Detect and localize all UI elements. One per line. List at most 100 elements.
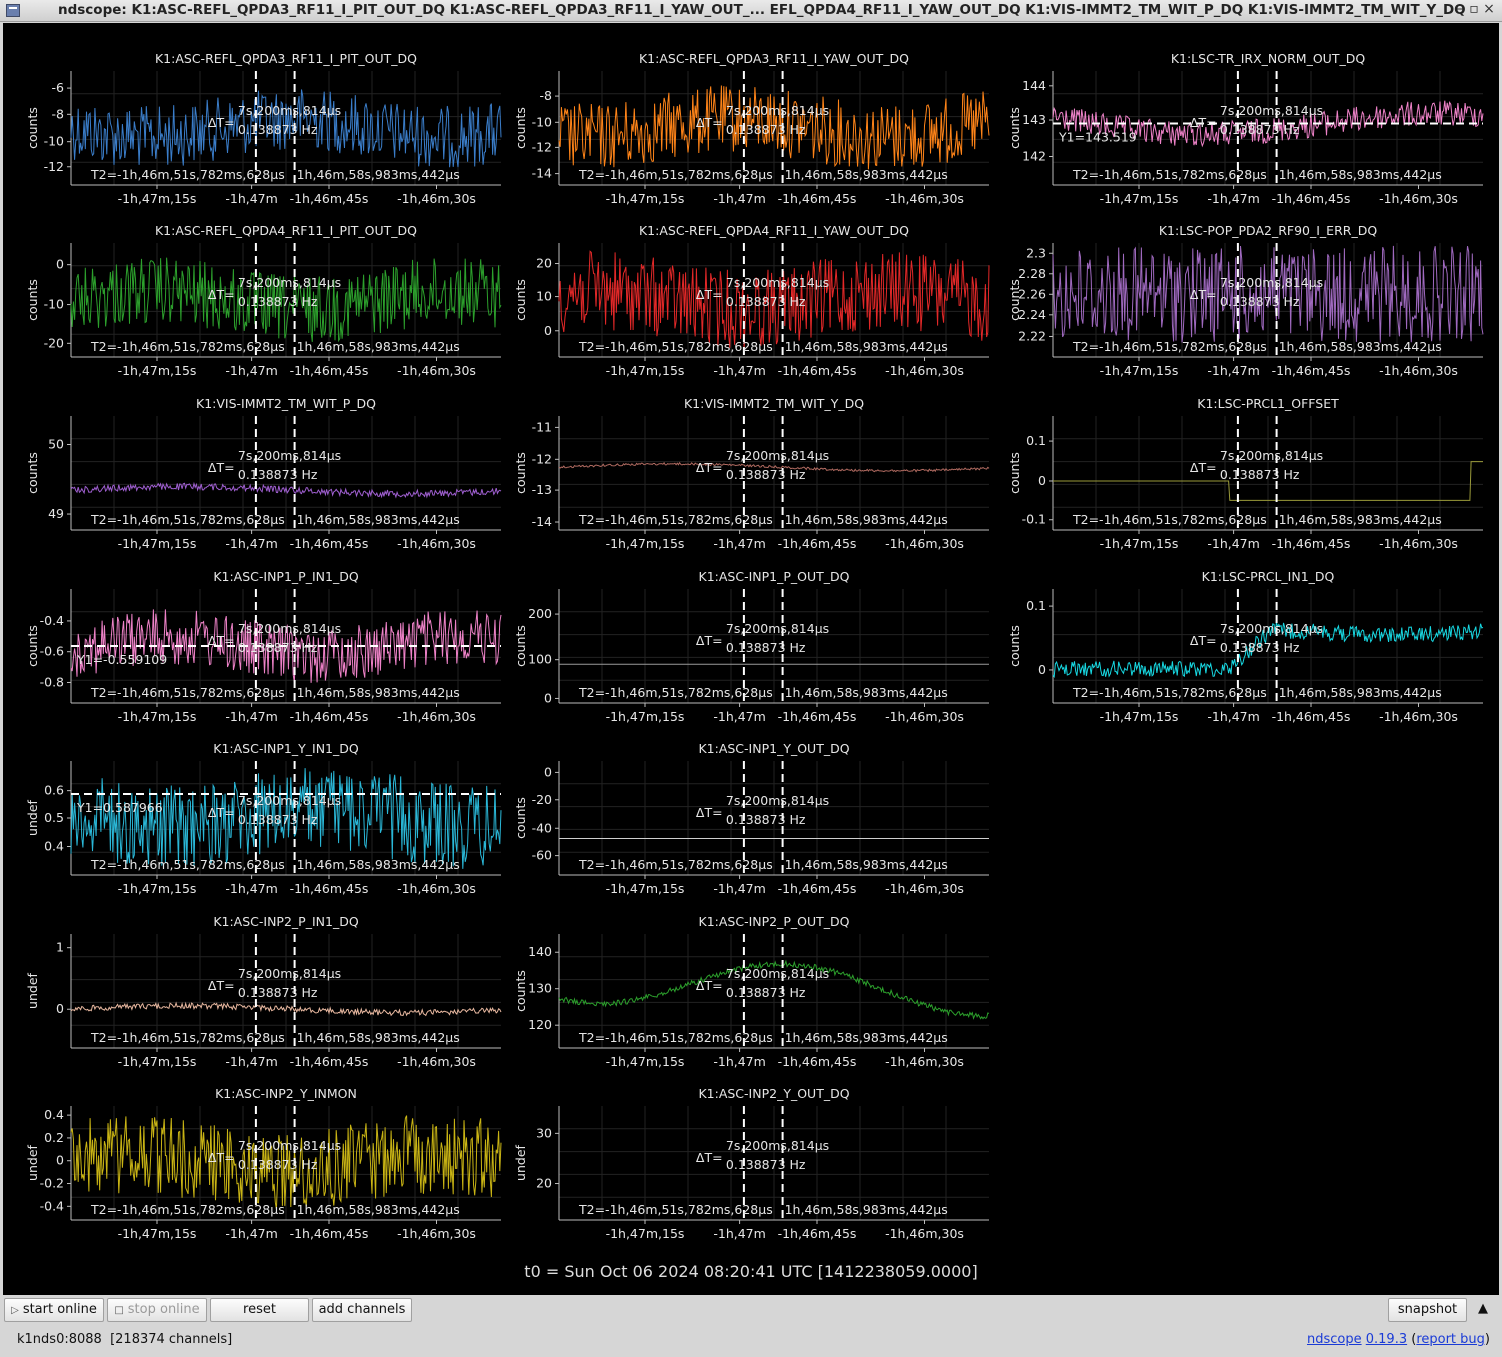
t2-readout: T2=-1h,46m,51s,782ms,628µs bbox=[90, 167, 285, 182]
x-tick-label: -1h,47m,15s bbox=[118, 881, 197, 896]
x-tick-label: -1h,47m,15s bbox=[118, 1226, 197, 1241]
y-tick-label: -14 bbox=[532, 514, 552, 529]
delta-label: ΔT= bbox=[1190, 287, 1217, 302]
y-tick-label: 0.1 bbox=[1026, 598, 1046, 613]
y-tick-label: -12 bbox=[44, 159, 64, 174]
y-tick-label: 0.5 bbox=[44, 810, 64, 825]
t2-readout: T2=-1h,46m,51s,782ms,628µs bbox=[90, 857, 285, 872]
y-tick-label: 20 bbox=[536, 1176, 552, 1191]
minimize-button[interactable]: – bbox=[1456, 1, 1464, 17]
delta-time: 7s,200ms,814µs bbox=[1220, 103, 1323, 118]
x-tick-label: -1h,46m,30s bbox=[1379, 709, 1458, 724]
y-tick-label: -14 bbox=[532, 166, 552, 181]
y-tick-label: 200 bbox=[528, 606, 552, 621]
t2-readout: T2=-1h,46m,51s,782ms,628µs bbox=[90, 339, 285, 354]
y-cursor-readout: Y1=0.587966 bbox=[76, 800, 163, 815]
plots-canvas[interactable]: K1:ASC-REFL_QPDA3_RF11_I_PIT_OUT_DQcount… bbox=[3, 23, 1499, 1295]
delta-frequency: 0.138873 Hz bbox=[238, 467, 318, 482]
close-button[interactable]: × bbox=[1483, 1, 1495, 17]
y-tick-label: 0 bbox=[1038, 473, 1046, 488]
x-tick-label: -1h,46m,45s bbox=[778, 1054, 857, 1069]
y-axis-label: undef bbox=[25, 972, 40, 1008]
window-menu-icon[interactable] bbox=[6, 4, 20, 17]
start-online-button[interactable]: ▷ start online bbox=[4, 1298, 104, 1322]
plot-title: K1:ASC-INP1_Y_IN1_DQ bbox=[213, 741, 359, 756]
stop-online-button: □ stop online bbox=[107, 1298, 207, 1322]
y-tick-label: 120 bbox=[528, 1017, 552, 1032]
t2-readout: T2=-1h,46m,51s,782ms,628µs bbox=[578, 167, 773, 182]
plot-title: K1:ASC-REFL_QPDA4_RF11_I_YAW_OUT_DQ bbox=[639, 223, 909, 238]
delta-time: 7s,200ms,814µs bbox=[238, 275, 341, 290]
report-bug-link[interactable]: report bug bbox=[1416, 1332, 1485, 1347]
delta-time: 7s,200ms,814µs bbox=[238, 1138, 341, 1153]
delta-label: ΔT= bbox=[208, 460, 235, 475]
trace-line bbox=[558, 959, 990, 1020]
plot-title: K1:LSC-POP_PDA2_RF90_I_ERR_DQ bbox=[1159, 223, 1377, 238]
y-tick-label: 0 bbox=[1038, 662, 1046, 677]
plot-title: K1:LSC-TR_IRX_NORM_OUT_DQ bbox=[1171, 51, 1366, 66]
t1-readout: 1h,46m,58s,983ms,442µs bbox=[785, 857, 948, 872]
t1-readout: 1h,46m,58s,983ms,442µs bbox=[297, 339, 460, 354]
delta-label: ΔT= bbox=[696, 115, 723, 130]
x-tick-label: -1h,46m,30s bbox=[397, 881, 476, 896]
y-tick-label: -8 bbox=[540, 88, 553, 103]
x-tick-label: -1h,46m,30s bbox=[1379, 363, 1458, 378]
x-tick-label: -1h,47m bbox=[713, 191, 765, 206]
version-link[interactable]: 0.19.3 bbox=[1365, 1332, 1408, 1347]
y-axis-label: counts bbox=[25, 625, 40, 667]
y-axis-label: counts bbox=[25, 452, 40, 494]
plot-panel-5[interactable]: K1:ASC-REFL_QPDA4_RF11_I_YAW_OUT_DQcount… bbox=[513, 223, 990, 378]
y-tick-label: -0.4 bbox=[40, 613, 64, 628]
x-tick-label: -1h,47m bbox=[225, 1226, 277, 1241]
delta-frequency: 0.138873 Hz bbox=[238, 122, 318, 137]
plot-panel-2[interactable]: K1:ASC-REFL_QPDA3_RF11_I_YAW_OUT_DQcount… bbox=[513, 51, 990, 206]
x-tick-label: -1h,46m,30s bbox=[1379, 536, 1458, 551]
x-tick-label: -1h,46m,45s bbox=[1272, 709, 1351, 724]
t1-readout: 1h,46m,58s,983ms,442µs bbox=[785, 685, 948, 700]
x-tick-label: -1h,47m bbox=[225, 1054, 277, 1069]
reset-button[interactable]: reset bbox=[210, 1298, 309, 1322]
trace-line bbox=[70, 257, 502, 343]
y-axis-label: undef bbox=[25, 799, 40, 835]
plot-title: K1:LSC-PRCL_IN1_DQ bbox=[1202, 569, 1335, 584]
add-channels-button[interactable]: add channels bbox=[312, 1298, 412, 1322]
y-tick-label: -12 bbox=[532, 451, 552, 466]
maximize-button[interactable]: ▫ bbox=[1469, 1, 1479, 17]
x-tick-label: -1h,46m,45s bbox=[778, 536, 857, 551]
delta-time: 7s,200ms,814µs bbox=[726, 793, 829, 808]
plot-title: K1:VIS-IMMT2_TM_WIT_Y_DQ bbox=[684, 396, 864, 411]
snapshot-button[interactable]: snapshot bbox=[1388, 1298, 1467, 1322]
plot-title: K1:ASC-REFL_QPDA3_RF11_I_PIT_OUT_DQ bbox=[155, 51, 417, 66]
x-tick-label: -1h,46m,30s bbox=[397, 191, 476, 206]
t1-readout: 1h,46m,58s,983ms,442µs bbox=[785, 1202, 948, 1217]
y-axis-label: counts bbox=[1007, 107, 1022, 149]
ndscope-link[interactable]: ndscope bbox=[1306, 1332, 1362, 1347]
collapse-arrow-icon[interactable]: ▲ bbox=[1478, 1301, 1488, 1316]
x-tick-label: -1h,46m,45s bbox=[778, 363, 857, 378]
y-cursor-readout: Y1=143.519 bbox=[1058, 129, 1137, 144]
y-tick-label: 30 bbox=[536, 1125, 552, 1140]
plot-panel-1[interactable]: K1:ASC-REFL_QPDA3_RF11_I_PIT_OUT_DQcount… bbox=[25, 51, 502, 206]
trace-line bbox=[1052, 622, 1484, 679]
x-tick-label: -1h,47m bbox=[225, 363, 277, 378]
y-tick-label: -0.1 bbox=[1022, 512, 1046, 527]
t1-readout: 1h,46m,58s,983ms,442µs bbox=[785, 167, 948, 182]
t1-readout: 1h,46m,58s,983ms,442µs bbox=[785, 339, 948, 354]
x-tick-label: -1h,47m bbox=[225, 709, 277, 724]
plot-panel-4[interactable]: K1:ASC-REFL_QPDA4_RF11_I_PIT_OUT_DQcount… bbox=[25, 223, 502, 378]
t0-label: t0 = Sun Oct 06 2024 08:20:41 UTC [14122… bbox=[524, 1262, 978, 1281]
